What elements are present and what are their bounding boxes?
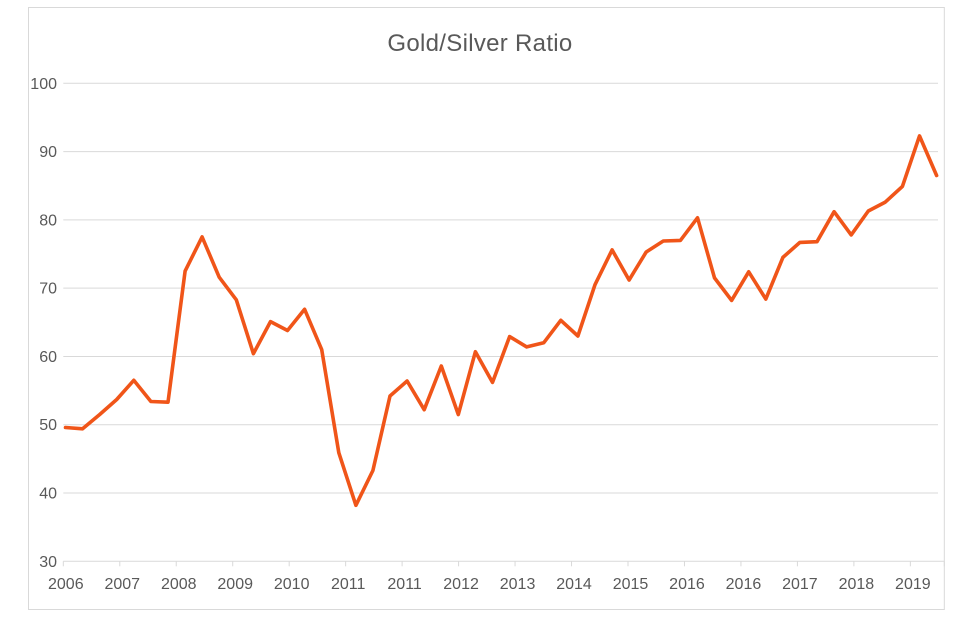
x-axis-label: 2013 [500,576,536,593]
y-axis-label: 30 [39,554,57,571]
x-axis-label: 2009 [217,576,253,593]
y-axis-label: 90 [39,144,57,161]
x-axis-label: 2017 [782,576,818,593]
y-axis-label: 100 [30,76,57,93]
x-axis-label: 2014 [556,576,592,593]
y-axis-label: 40 [39,486,57,503]
x-axis-labels: 2006 2007 2008 2009 2010 2011 2011 2012 2013 2014… [48,576,931,593]
x-axis-label: 2011 [331,576,366,593]
x-axis-label: 2006 [48,576,84,593]
y-axis-label: 70 [39,281,57,298]
x-axis-label: 2007 [104,576,140,593]
x-axis-label: 2008 [161,576,197,593]
x-axis-label: 2016 [669,576,705,593]
y-axis-label: 50 [39,417,57,434]
x-axis-label: 2018 [839,576,875,593]
x-axis-label: 2015 [613,576,649,593]
y-axis-label: 80 [39,212,57,229]
chart-title: Gold/Silver Ratio [387,30,572,57]
series-line [63,134,939,508]
x-axis-label: 2019 [895,576,931,593]
x-axis [62,560,945,567]
y-axis-label: 60 [39,349,57,366]
y-axis-labels: 30 40 50 60 70 80 90 100 [30,76,57,571]
x-axis-label: 2012 [443,576,479,593]
x-axis-label: 2010 [274,576,310,593]
x-axis-label: 2011 [387,576,422,593]
x-axis-label: 2016 [726,576,762,593]
chart-frame [28,7,945,610]
